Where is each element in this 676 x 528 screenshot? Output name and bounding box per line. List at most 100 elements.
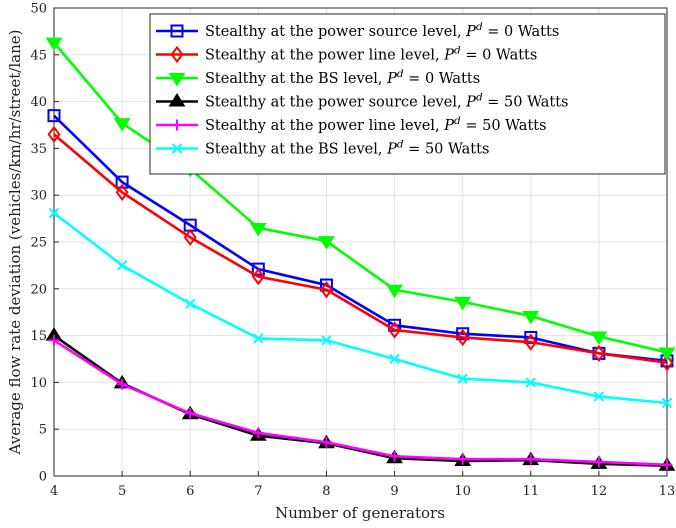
data-point <box>116 260 128 271</box>
data-point <box>389 450 401 462</box>
data-point <box>249 222 267 237</box>
series-4 <box>48 334 673 471</box>
legend-label: Stealthy at the BS level, Pd = 0 Watts <box>205 68 480 87</box>
series-line <box>53 133 668 365</box>
y-tick-label: 5 <box>39 423 47 438</box>
x-stroke <box>116 260 128 271</box>
legend-label-variable: P <box>443 48 454 64</box>
x-stroke <box>525 377 536 388</box>
x-tick-label: 10 <box>454 484 471 499</box>
data-point <box>457 373 468 384</box>
data-point <box>319 281 333 299</box>
legend-label: Stealthy at the power line level, Pd = 5… <box>205 115 547 134</box>
data-point <box>321 335 332 346</box>
data-point <box>658 347 676 361</box>
data-point <box>251 267 265 286</box>
data-point <box>593 391 605 402</box>
data-point <box>454 296 472 311</box>
legend-label-suffix: = 50 Watts <box>404 142 490 158</box>
x-stroke <box>593 391 605 402</box>
legend-label-prefix: Stealthy at the power line level, <box>205 48 444 64</box>
x-stroke <box>253 333 264 344</box>
legend-label: Stealthy at the BS level, Pd = 50 Watts <box>205 139 489 158</box>
data-point <box>115 175 129 189</box>
data-point <box>456 327 470 341</box>
x-tick-label: 13 <box>659 484 676 499</box>
x-tick-label: 12 <box>591 484 608 499</box>
x-tick-label: 5 <box>118 484 126 499</box>
data-point <box>184 407 196 419</box>
legend-label-variable: P <box>465 24 476 40</box>
y-tick-label: 0 <box>39 470 47 485</box>
legend-swatch-marker <box>170 45 184 64</box>
data-point <box>45 37 63 52</box>
y-tick-label: 25 <box>30 236 47 251</box>
series-line <box>53 211 668 405</box>
y-tick-label: 50 <box>30 2 47 17</box>
data-point <box>113 118 131 132</box>
legend-box <box>149 13 666 175</box>
y-axis-label: Average flow rate deviation (vehicles/km… <box>6 30 24 456</box>
legend-swatch-marker <box>170 24 184 38</box>
legend-entry: Stealthy at the power line level, Pd = 5… <box>156 115 547 134</box>
data-point <box>389 353 400 365</box>
data-point <box>660 354 674 372</box>
x-stroke <box>185 298 196 309</box>
y-tick-label: 30 <box>30 189 47 204</box>
data-point <box>47 125 61 144</box>
data-point <box>183 228 197 246</box>
x-tick-label: 4 <box>50 484 58 499</box>
data-point <box>253 333 264 344</box>
legend-label: Stealthy at the power source level, Pd =… <box>205 92 568 111</box>
legend-label-suffix: = 50 Watts <box>483 95 569 111</box>
legend-label-suffix: = 0 Watts <box>404 71 481 87</box>
data-point <box>522 310 540 325</box>
legend-entry: Stealthy at the power line level, Pd = 0… <box>156 45 537 64</box>
data-point <box>48 334 60 346</box>
data-point <box>661 397 673 409</box>
x-tick-label: 7 <box>254 484 262 499</box>
series-5 <box>48 207 673 409</box>
x-tick-label: 9 <box>390 484 398 499</box>
data-point <box>47 109 61 123</box>
x-stroke <box>321 335 332 346</box>
data-point <box>593 456 605 468</box>
data-point <box>116 378 128 390</box>
legend-label-prefix: Stealthy at the BS level, <box>205 71 387 87</box>
data-point <box>456 328 470 347</box>
legend-entry: Stealthy at the power source level, Pd =… <box>156 21 559 40</box>
x-axis-label: Number of generators <box>275 504 445 522</box>
x-tick-label: 6 <box>186 484 194 499</box>
y-tick-label: 40 <box>30 95 47 110</box>
data-point <box>388 321 402 339</box>
legend-label-variable: P <box>465 95 476 111</box>
data-point <box>525 453 537 465</box>
data-point <box>185 298 196 309</box>
legend-label-superscript: d <box>476 21 483 33</box>
data-point <box>661 459 673 471</box>
legend-label: Stealthy at the power source level, Pd =… <box>205 21 559 40</box>
legend-label-prefix: Stealthy at the power line level, <box>205 118 444 134</box>
data-point <box>251 262 265 276</box>
y-tick-label: 20 <box>30 282 47 297</box>
y-tick-label: 15 <box>30 329 47 344</box>
data-point <box>525 377 536 388</box>
legend-label-prefix: Stealthy at the BS level, <box>205 142 387 158</box>
legend-swatch-marker <box>171 119 183 131</box>
legend-swatch-marker <box>168 73 186 87</box>
y-tick-label: 45 <box>30 48 47 63</box>
legend-entry: Stealthy at the BS level, Pd = 0 Watts <box>156 68 480 87</box>
y-tick-label: 10 <box>30 376 47 391</box>
series-1 <box>47 125 674 372</box>
series-line <box>53 114 668 363</box>
data-point <box>592 344 606 363</box>
x-stroke <box>661 397 673 409</box>
axes-frame <box>53 7 668 477</box>
legend-entry: Stealthy at the power source level, Pd =… <box>156 92 568 111</box>
series-line <box>53 339 668 467</box>
legend-label-prefix: Stealthy at the power source level, <box>205 24 466 40</box>
legend-label-superscript: d <box>397 68 404 80</box>
legend-label-variable: P <box>386 71 397 87</box>
